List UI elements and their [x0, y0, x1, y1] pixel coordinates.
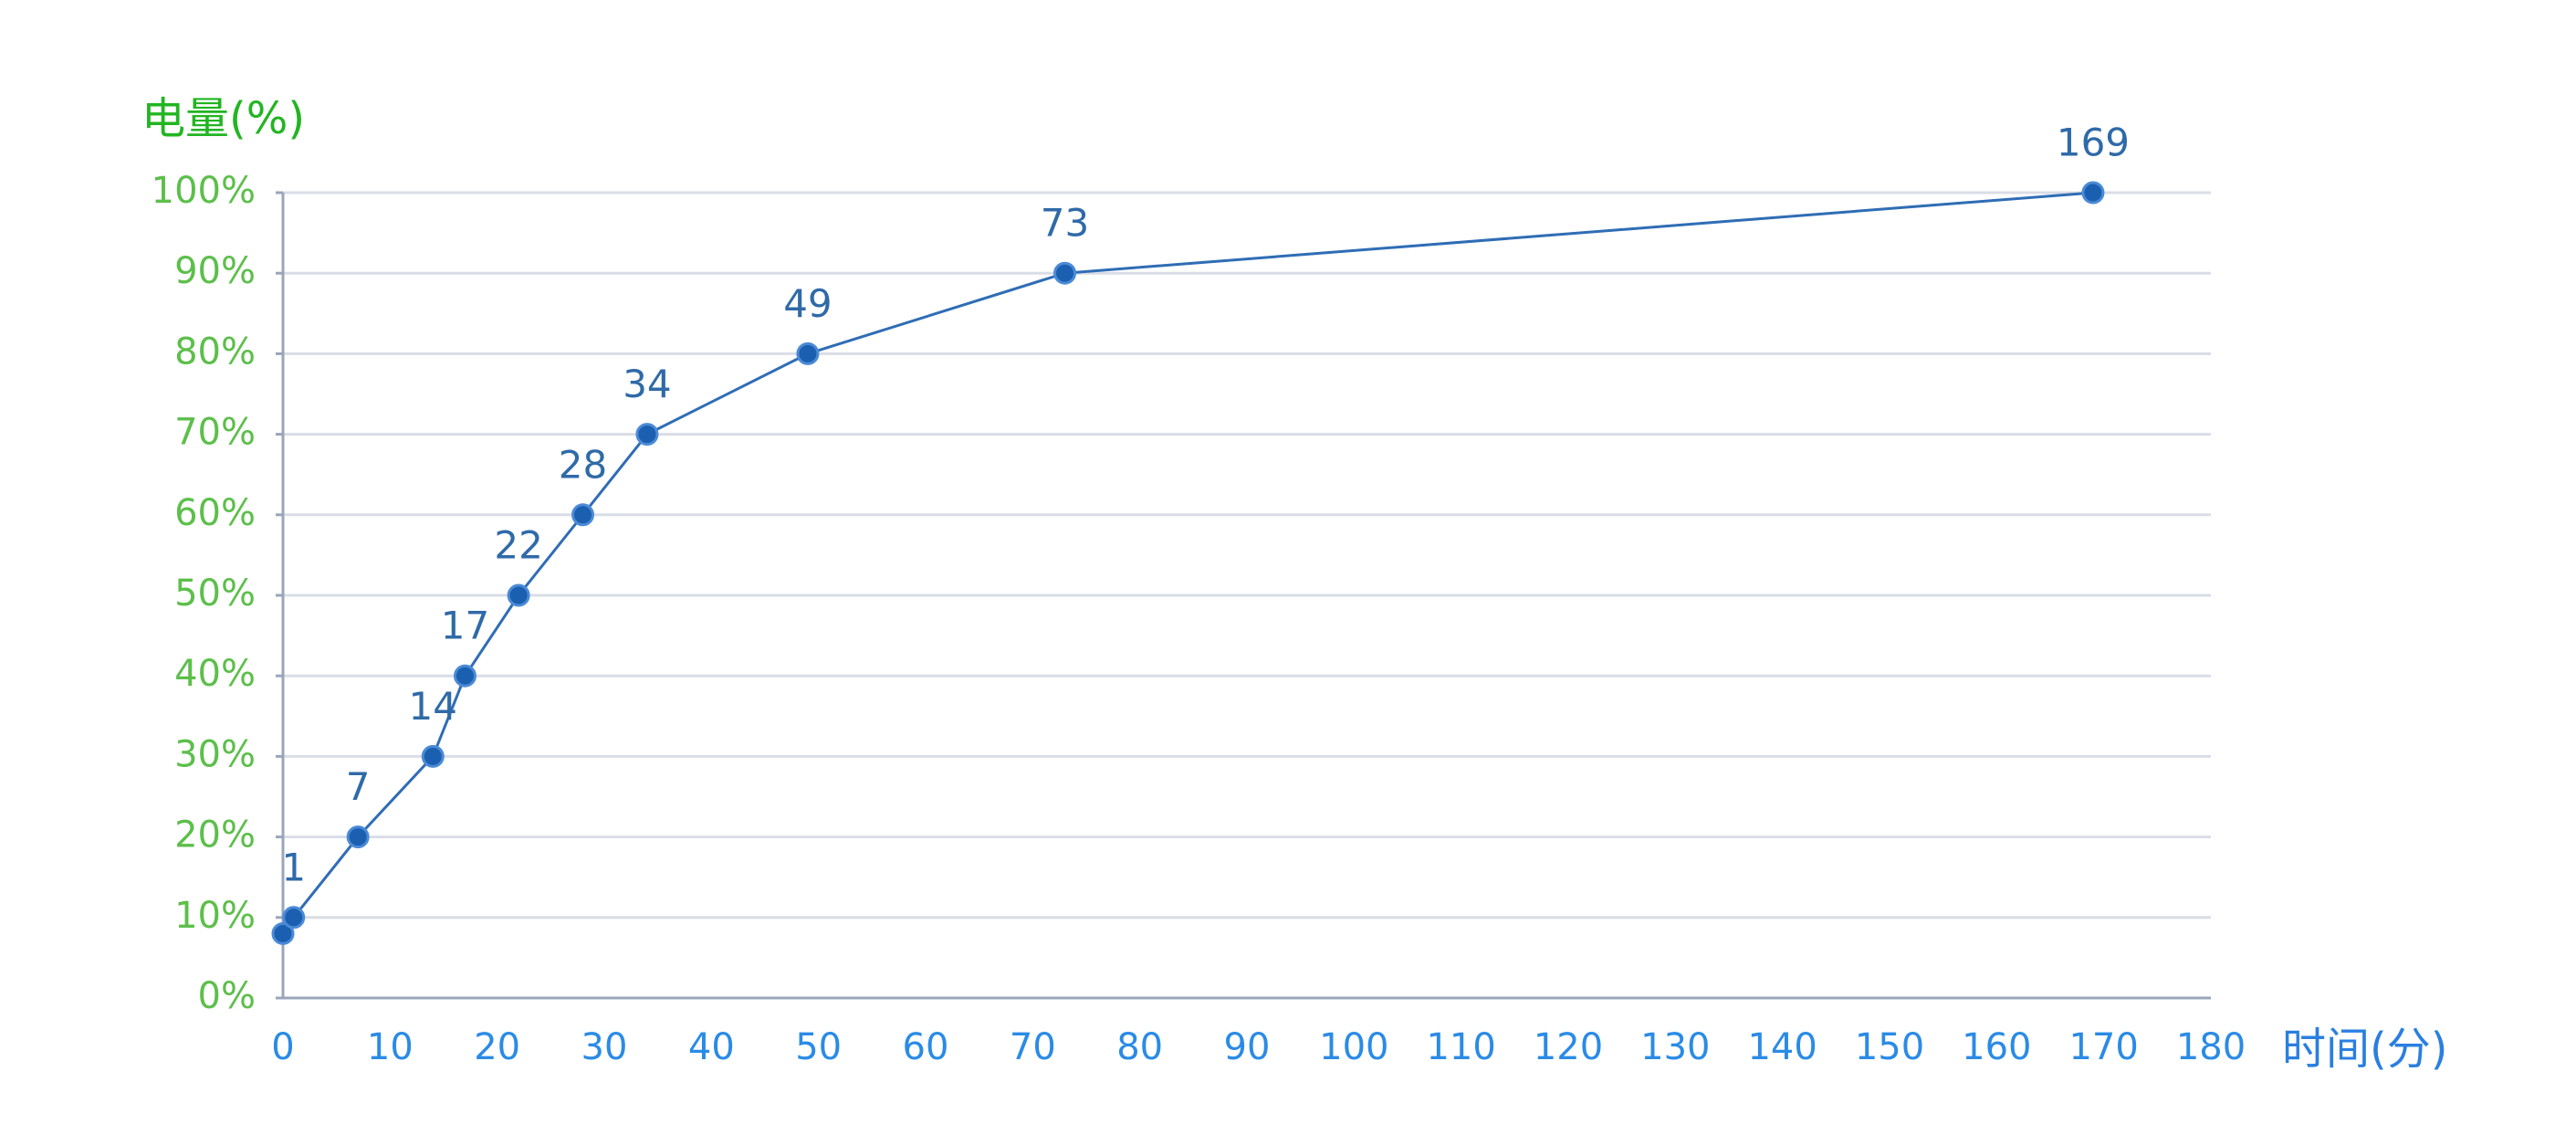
- x-tick-label: 120: [1534, 1026, 1603, 1068]
- x-axis-title: 时间(分): [2282, 1024, 2447, 1075]
- x-tick-label: 180: [2176, 1026, 2246, 1068]
- series-line: [281, 191, 2094, 935]
- x-tick-label: 90: [1224, 1026, 1271, 1068]
- data-point: [571, 503, 595, 527]
- x-tick-label: 60: [903, 1026, 949, 1068]
- data-point: [635, 423, 659, 446]
- data-label: 22: [494, 523, 542, 568]
- x-tick-label: 110: [1426, 1026, 1495, 1068]
- x-tick-label: 80: [1116, 1026, 1163, 1068]
- data-point: [2081, 181, 2105, 205]
- x-tick-label: 100: [1319, 1026, 1388, 1068]
- x-tick-label: 10: [367, 1026, 414, 1068]
- data-point: [796, 341, 820, 365]
- data-point: [453, 664, 476, 688]
- x-tick-label: 130: [1640, 1026, 1710, 1068]
- data-point: [507, 583, 530, 607]
- y-tick-label: 0%: [198, 975, 256, 1017]
- data-point: [346, 825, 370, 849]
- x-tick-label: 40: [688, 1026, 735, 1068]
- x-tick-label: 140: [1747, 1026, 1817, 1068]
- data-label: 73: [1041, 201, 1089, 246]
- data-point: [271, 921, 295, 945]
- x-tick-label: 150: [1855, 1026, 1924, 1068]
- y-tick-label: 70%: [174, 412, 256, 454]
- data-label: 7: [346, 764, 371, 809]
- y-tick-label: 60%: [174, 492, 256, 534]
- y-tick-label: 90%: [174, 250, 256, 292]
- data-label: 34: [623, 362, 671, 406]
- x-tick-label: 170: [2068, 1026, 2138, 1068]
- y-tick-label: 80%: [174, 331, 256, 373]
- y-tick-label: 100%: [152, 170, 256, 212]
- x-tick-label: 20: [474, 1026, 520, 1068]
- data-point: [421, 744, 445, 768]
- y-tick-label: 10%: [174, 895, 256, 937]
- x-tick-label: 50: [795, 1026, 842, 1068]
- x-tick-label: 30: [581, 1026, 628, 1068]
- data-point: [1053, 261, 1077, 285]
- data-label: 28: [559, 442, 607, 487]
- data-label: 17: [441, 604, 489, 648]
- data-label: 49: [783, 281, 832, 326]
- data-label: 14: [409, 684, 457, 729]
- y-axis-title: 电量(%): [141, 93, 305, 144]
- data-label: 1: [281, 845, 306, 889]
- data-label: 169: [2057, 121, 2130, 165]
- y-tick-label: 40%: [174, 653, 256, 695]
- y-tick-label: 20%: [174, 814, 256, 856]
- x-tick-label: 70: [1010, 1026, 1056, 1068]
- y-tick-label: 50%: [174, 572, 256, 615]
- data-point: [282, 906, 306, 930]
- x-tick-label: 160: [1962, 1026, 2031, 1068]
- x-tick-label: 0: [271, 1026, 294, 1068]
- y-tick-label: 30%: [174, 733, 256, 775]
